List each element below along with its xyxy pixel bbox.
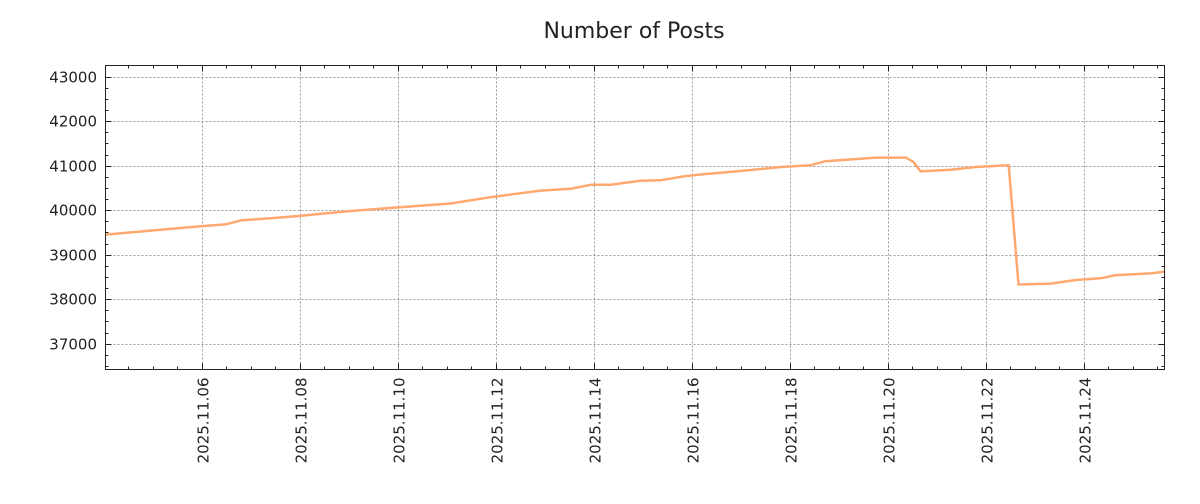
series-layer (105, 158, 1164, 285)
y-tick-label: 38000 (49, 291, 97, 309)
x-tick-label: 2025.11.12 (489, 378, 507, 464)
x-tick-label: 2025.11.10 (391, 378, 409, 464)
y-tick-label: 41000 (49, 158, 97, 176)
x-tick-label: 2025.11.20 (881, 378, 899, 464)
x-tick-label: 2025.11.06 (195, 378, 213, 464)
x-tick-label: 2025.11.14 (587, 378, 605, 464)
y-tick-label: 39000 (49, 247, 97, 265)
y-tick-label: 42000 (49, 113, 97, 131)
x-axis-labels: 2025.11.06 2025.11.08 2025.11.10 2025.11.12… (195, 378, 1095, 464)
x-tick-label: 2025.11.22 (979, 378, 997, 464)
x-tick-label: 2025.11.24 (1077, 378, 1095, 464)
chart-title: Number of Posts (543, 19, 724, 44)
x-tick-label: 2025.11.08 (293, 378, 311, 464)
y-tick-label: 40000 (49, 202, 97, 220)
series-line (106, 158, 1165, 285)
x-tick-label: 2025.11.16 (685, 378, 703, 464)
x-tick-label: 2025.11.18 (783, 378, 801, 464)
y-tick-label: 43000 (49, 69, 97, 87)
y-tick-label: 37000 (49, 336, 97, 354)
y-axis-labels: 37000 38000 39000 40000 41000 42000 43000 (49, 69, 97, 354)
